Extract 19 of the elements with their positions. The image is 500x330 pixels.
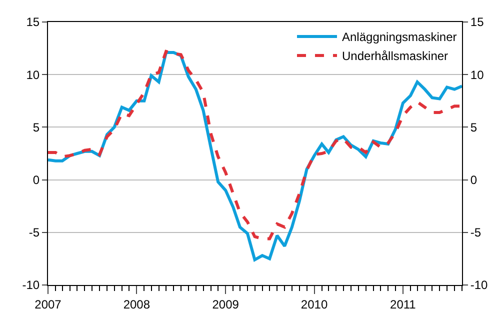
x-tick-label: 2009 bbox=[212, 297, 240, 312]
legend-label: Underhållsmaskiner bbox=[342, 49, 448, 64]
y-tick-label: 10 bbox=[26, 68, 40, 82]
y2-tick-label: -5 bbox=[470, 226, 482, 240]
x-tick-label: 2010 bbox=[300, 297, 328, 312]
y-tick-label: -5 bbox=[28, 226, 40, 240]
y2-tick-label: 5 bbox=[470, 120, 478, 134]
y-tick-label: 0 bbox=[32, 173, 40, 187]
y-tick-label: 5 bbox=[32, 120, 40, 134]
legend-label: Anläggningsmaskiner bbox=[342, 30, 457, 44]
y-tick-label: 15 bbox=[26, 15, 40, 30]
x-tick-label: 2011 bbox=[390, 297, 416, 312]
y2-tick-label: 10 bbox=[470, 68, 484, 82]
x-tick-label: 2008 bbox=[123, 297, 150, 312]
y-tick-label: -10 bbox=[22, 278, 40, 292]
y2-tick-label: -10 bbox=[470, 278, 488, 292]
x-tick-label: 2007 bbox=[34, 297, 62, 312]
y2-tick-label: 15 bbox=[470, 15, 484, 30]
y2-tick-label: 0 bbox=[470, 173, 478, 187]
